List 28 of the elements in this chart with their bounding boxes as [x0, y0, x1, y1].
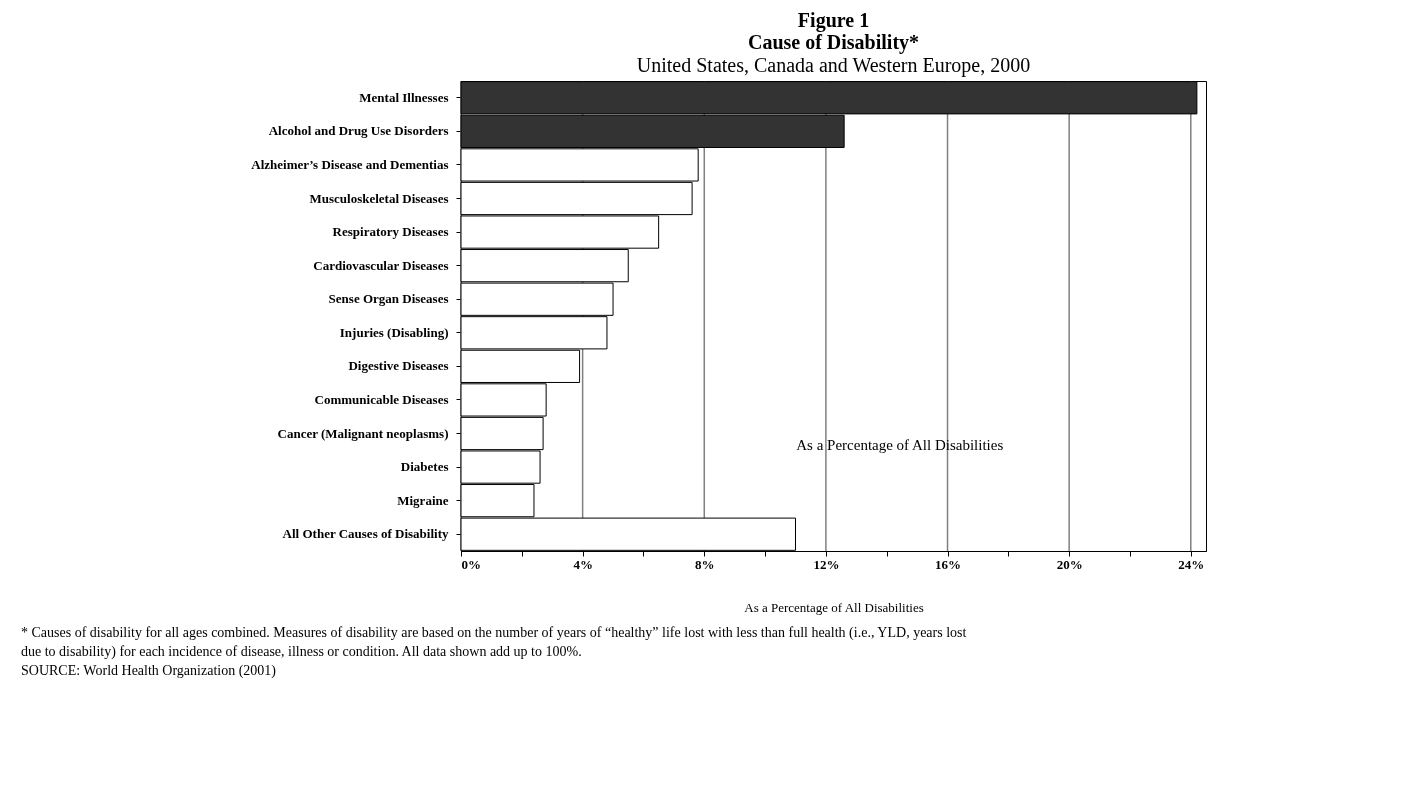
y-tick-label: Respiratory Diseases [332, 224, 449, 240]
y-tick-label: Injuries (Disabling) [339, 324, 449, 340]
y-tick-label: Cancer (Malignant neoplasms) [277, 425, 449, 441]
y-tick-label: Cardiovascular Diseases [313, 257, 449, 273]
x-tick-label: 12% [813, 556, 840, 572]
y-tick-label: Diabetes [400, 459, 449, 475]
text: * Causes of disability for all ages combined. Measures of disability are based on the number of years of “healthy” life lost with less than full health (i.e., YLD, years lost due to disability) for each incidence of disease, illness or condition. All data shown add up to 100%. [21, 625, 967, 660]
x-tick-label: 16% [935, 556, 962, 572]
x-tick-label: 4% [573, 556, 593, 572]
source-note: SOURCE: World Health Organization (2001) [21, 663, 277, 679]
y-tick-label: Alcohol and Drug Use Disorders [268, 123, 449, 139]
text: Figure 1 [797, 9, 870, 32]
annotation: As a Percentage of All Disabilities [796, 437, 1004, 454]
chart-subtitle: United States, Canada and Western Europe, 2000 [636, 54, 1031, 78]
y-tick-label: All Other Causes of Disability [282, 526, 449, 542]
y-tick-label: Sense Organ Diseases [328, 291, 449, 307]
x-tick-label: 8% [695, 556, 715, 572]
y-tick-label: Communicable Diseases [314, 391, 449, 407]
y-tick-label: Migraine [397, 492, 449, 508]
x-tick-label: 24% [1178, 556, 1205, 572]
text: Cause of Disability* [747, 31, 920, 54]
x-tick-label: 0% [461, 556, 481, 572]
y-tick-label: Mental Illnesses [359, 89, 449, 105]
x-tick-label: 20% [1056, 556, 1083, 572]
y-tick-label: Musculoskeletal Diseases [309, 190, 449, 206]
y-tick-label: Digestive Diseases [348, 358, 449, 374]
x-axis-title: As a Percentage of All Disabilities [744, 599, 924, 615]
y-tick-label: Alzheimer’s Disease and Dementias [251, 156, 449, 172]
